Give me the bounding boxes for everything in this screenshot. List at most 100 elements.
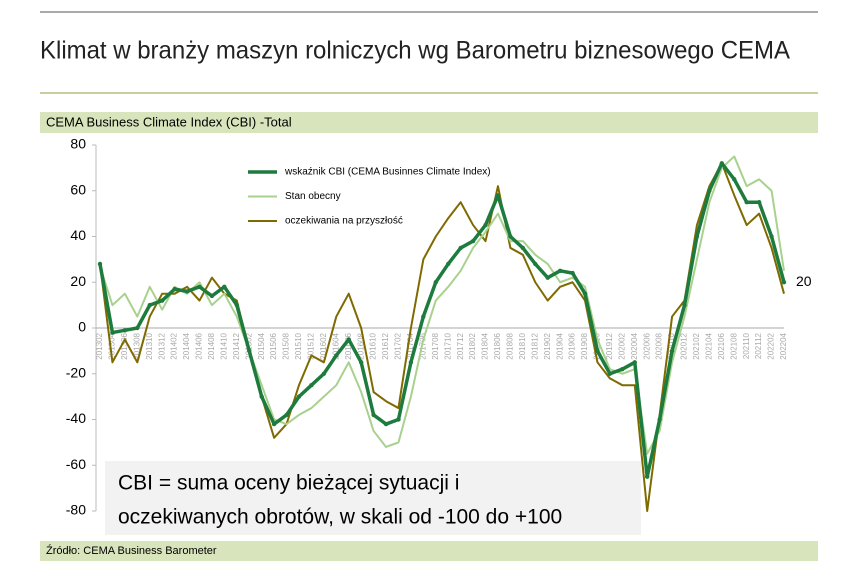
point <box>508 234 513 239</box>
x-tick-label: 201510 <box>294 332 303 359</box>
point <box>209 293 215 299</box>
point <box>122 328 128 333</box>
x-tick-label: 201810 <box>518 332 527 359</box>
point <box>446 261 451 267</box>
series-line <box>99 155 785 455</box>
point <box>669 348 675 354</box>
x-tick-label: 201408 <box>207 332 216 359</box>
point <box>533 261 538 267</box>
x-tick-label: 201310 <box>145 332 154 359</box>
x-tick-label: 202004 <box>630 332 639 359</box>
point <box>657 417 662 422</box>
point <box>358 360 364 365</box>
x-tick-label: 201902 <box>543 332 552 359</box>
x-tick-label: 201712 <box>456 332 465 359</box>
source: Źródło: CEMA Business Barometer <box>46 544 217 557</box>
x-tick-label: 201704 <box>406 332 415 359</box>
x-tick-label: 202106 <box>717 332 726 359</box>
point <box>284 412 289 418</box>
x-tick-label: 201604 <box>331 332 340 359</box>
x-tick-label: 201312 <box>157 332 166 359</box>
x-tick-label: 201904 <box>555 332 564 359</box>
x-tick-label: 201504 <box>257 332 266 359</box>
x-tick-label: 201908 <box>580 332 589 359</box>
series-line <box>98 161 786 479</box>
point <box>383 421 389 427</box>
point <box>271 421 277 427</box>
x-tick-label: 202104 <box>704 332 713 359</box>
point <box>135 325 140 331</box>
x-tick-label: 201710 <box>443 332 452 359</box>
y-tick-label: -20 <box>66 364 86 380</box>
annotation-box <box>105 461 641 535</box>
x-tick-label: 202012 <box>680 332 689 359</box>
x-tick-label: 201906 <box>568 332 577 359</box>
point <box>607 371 613 376</box>
x-tick-label: 202006 <box>642 332 651 359</box>
point <box>433 280 438 285</box>
x-tick-label: 201402 <box>170 332 179 359</box>
annotation: oczekiwanych obrotów, w skali od -100 do… <box>118 506 562 529</box>
point <box>781 280 787 285</box>
source-bar <box>40 541 818 561</box>
chart-title: CEMA Business Climate Index (CBI) -Total <box>46 114 292 129</box>
x-tick-label: 201602 <box>319 332 328 359</box>
point <box>470 238 476 244</box>
point <box>346 337 351 342</box>
x-tick-label: 201308 <box>132 332 141 359</box>
x-tick-label: 201706 <box>418 332 427 359</box>
point <box>707 188 712 193</box>
point <box>321 371 327 376</box>
x-tick-label: 201708 <box>431 332 440 359</box>
x-tick-label: 201302 <box>95 332 104 359</box>
x-tick-label: 201612 <box>381 332 390 359</box>
point <box>309 382 314 388</box>
point <box>458 245 463 251</box>
x-tick-label: 202202 <box>767 332 776 359</box>
y-tick-label: 20 <box>70 273 86 289</box>
x-tick-label: 201806 <box>493 332 502 359</box>
point <box>222 284 227 290</box>
x-tick-label: 202110 <box>742 332 751 359</box>
y-tick-label: 0 <box>78 319 86 335</box>
point <box>632 360 637 365</box>
x-tick-label: 201410 <box>219 332 228 359</box>
chart-header-bar <box>40 112 818 133</box>
point <box>545 275 550 280</box>
point <box>682 302 687 308</box>
series-line <box>99 162 785 512</box>
x-tick-label: 202108 <box>729 332 738 359</box>
x-tick-label: 202008 <box>655 332 664 359</box>
x-tick-label: 201608 <box>356 332 365 359</box>
point <box>234 302 239 308</box>
x-tick-label: 201702 <box>394 332 403 359</box>
point <box>334 353 339 358</box>
x-tick-label: 202002 <box>617 332 626 359</box>
point <box>408 360 414 365</box>
point <box>296 394 302 399</box>
point <box>197 284 202 290</box>
point <box>184 289 190 294</box>
annotation: CBI = suma oceny bieżącej sytuacji i <box>118 472 459 495</box>
x-tick-label: 201804 <box>481 332 490 359</box>
y-tick-label: 60 <box>70 181 86 197</box>
point <box>396 417 401 422</box>
x-tick-label: 201406 <box>195 332 204 359</box>
point <box>732 177 737 182</box>
point <box>756 199 762 205</box>
x-tick-label: 201404 <box>182 332 191 359</box>
y-tick-label: 80 <box>70 136 86 152</box>
x-tick-label: 202204 <box>779 332 788 359</box>
x-tick-label: 202112 <box>754 332 763 359</box>
y-tick-label: -60 <box>66 456 86 472</box>
x-tick-label: 201304 <box>108 332 117 359</box>
slide-title: Klimat w branży maszyn rolniczych wg Bar… <box>40 37 790 65</box>
x-tick-label: 201912 <box>605 332 614 359</box>
point <box>110 330 115 335</box>
point <box>495 193 501 198</box>
point <box>172 286 177 292</box>
x-tick-label: 201306 <box>120 332 129 359</box>
point <box>421 314 426 319</box>
point <box>645 474 650 479</box>
